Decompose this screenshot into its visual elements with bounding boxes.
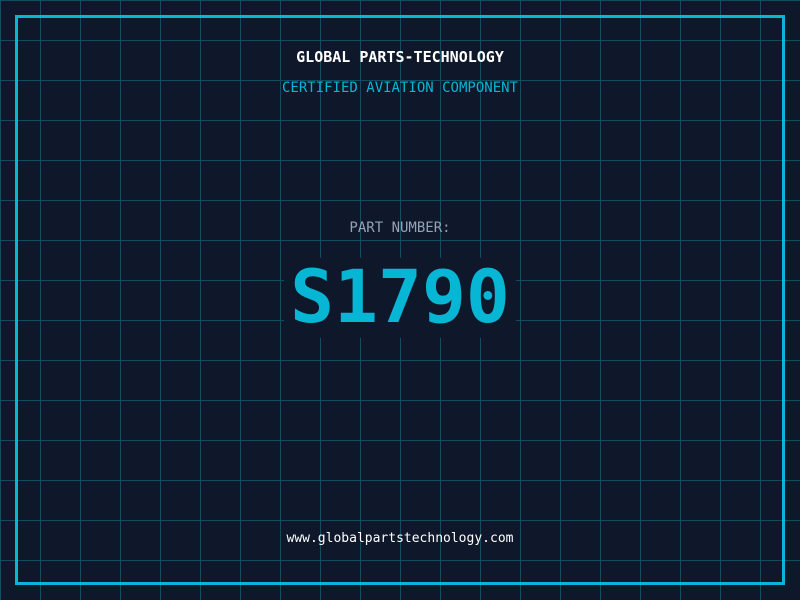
part-number-container: S1790: [0, 258, 800, 338]
part-number-label: PART NUMBER:: [349, 220, 451, 236]
website-url: www.globalpartstechnology.com: [286, 531, 514, 546]
border-frame: [15, 15, 785, 585]
part-number-value: S1790: [284, 258, 516, 338]
subtitle: CERTIFIED AVIATION COMPONENT: [281, 80, 518, 96]
company-title: GLOBAL PARTS-TECHNOLOGY: [296, 48, 504, 66]
